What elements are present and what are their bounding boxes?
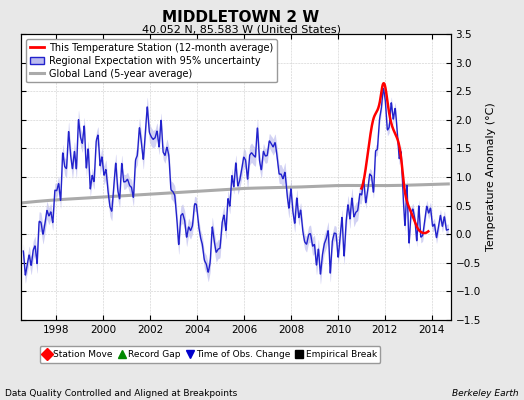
Text: 40.052 N, 85.583 W (United States): 40.052 N, 85.583 W (United States) [141,25,341,35]
Text: Berkeley Earth: Berkeley Earth [452,389,519,398]
Text: MIDDLETOWN 2 W: MIDDLETOWN 2 W [162,10,320,25]
Legend: Station Move, Record Gap, Time of Obs. Change, Empirical Break: Station Move, Record Gap, Time of Obs. C… [40,346,380,363]
Y-axis label: Temperature Anomaly (°C): Temperature Anomaly (°C) [486,103,496,251]
Text: Data Quality Controlled and Aligned at Breakpoints: Data Quality Controlled and Aligned at B… [5,389,237,398]
